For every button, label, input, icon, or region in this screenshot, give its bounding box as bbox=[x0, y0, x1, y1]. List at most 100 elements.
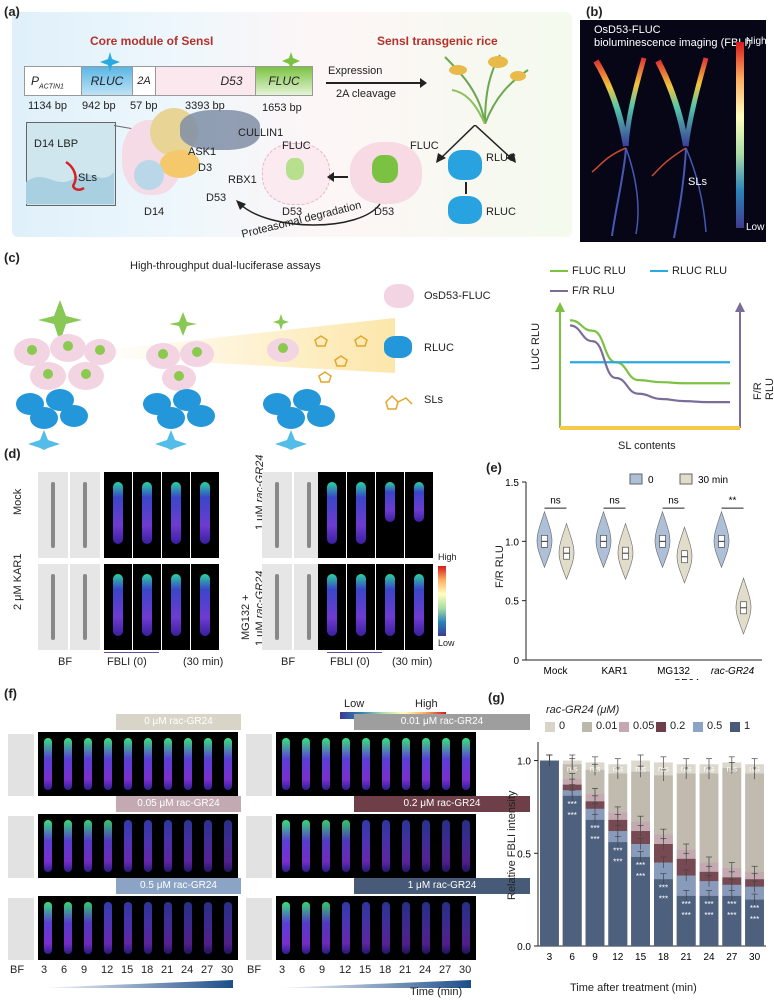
2a-segment: 2A bbox=[133, 67, 156, 95]
seedling-image bbox=[262, 564, 292, 650]
ns-label: n.s bbox=[658, 765, 669, 774]
fluc-segment: FLUC bbox=[255, 66, 313, 96]
seedling-signal bbox=[142, 574, 152, 636]
ns-label: n.s bbox=[567, 765, 578, 774]
ns-label: n.s bbox=[612, 765, 623, 774]
size-label: 3393 bp bbox=[185, 100, 225, 112]
fbli-title-line1: OsD53-FLUC bbox=[594, 24, 661, 36]
y-tick-label: 0 bbox=[513, 656, 519, 667]
cleavage-label: 2A cleavage bbox=[336, 88, 396, 100]
time-tick-label: 27 bbox=[201, 964, 214, 976]
time-tick-label: 6 bbox=[61, 964, 68, 976]
time-tick-label: 24 bbox=[419, 964, 432, 976]
condition-title: 0.2 μM rac-GR24 bbox=[354, 796, 530, 812]
color-scale-bar bbox=[736, 42, 744, 228]
seedling-signal bbox=[224, 902, 232, 954]
seedling-signal bbox=[322, 820, 330, 872]
seedling-signal bbox=[113, 482, 123, 544]
seedling-signal bbox=[64, 902, 72, 954]
glow-star-icon bbox=[100, 52, 120, 72]
panel-label-c: (c) bbox=[4, 250, 20, 265]
seedling-signal bbox=[422, 902, 430, 954]
seedling-signal bbox=[402, 820, 410, 872]
time-tick-label: 6 bbox=[299, 964, 306, 976]
legend-sls: SLs bbox=[424, 394, 443, 406]
legend-swatch bbox=[679, 473, 693, 485]
time-tick-label: 3 bbox=[279, 964, 286, 976]
seedling-signal bbox=[382, 820, 390, 872]
time-tick-label: 21 bbox=[161, 964, 174, 976]
seedling-signal bbox=[104, 902, 112, 954]
seedling-image bbox=[38, 472, 68, 558]
significance-stars: *** bbox=[568, 811, 577, 820]
c-ylabel-right: F/R RLU bbox=[752, 377, 774, 400]
fbli-title-line2: bioluminescence imaging (FBLI) bbox=[594, 37, 752, 49]
condition-title: 0.01 μM rac-GR24 bbox=[354, 714, 530, 730]
seedling-image bbox=[376, 472, 404, 558]
y-tick-label: 1.0 bbox=[505, 537, 519, 548]
legend-label-3: 0.2 bbox=[670, 720, 686, 732]
c-xlabel: SL contents bbox=[618, 440, 676, 452]
f-xlabel: Time (min) bbox=[410, 986, 463, 998]
rluc-segment: RLUC bbox=[82, 67, 133, 95]
d14-protein-blob bbox=[134, 160, 164, 190]
y-tick-label: 0.5 bbox=[505, 597, 519, 608]
legend-label: 0 bbox=[648, 475, 654, 486]
mg132-label-line1: MG132 + bbox=[240, 594, 252, 640]
time-tick-label: 15 bbox=[121, 964, 134, 976]
size-label: 1653 bp bbox=[262, 102, 302, 114]
time-tick-label: 12 bbox=[339, 964, 352, 976]
ask1-label: ASK1 bbox=[188, 146, 217, 158]
seedling-signal bbox=[84, 820, 92, 872]
seedling-signal bbox=[144, 820, 152, 872]
seedling-signal bbox=[113, 574, 123, 636]
bar-1 bbox=[745, 899, 764, 946]
significance-label: ns bbox=[668, 495, 679, 506]
seedling-image bbox=[38, 564, 68, 650]
significance-label: ** bbox=[729, 495, 737, 506]
seedling-signal bbox=[342, 820, 350, 872]
f-high-label: High bbox=[415, 698, 438, 710]
ns-label: n.s bbox=[749, 765, 760, 774]
bf-image bbox=[8, 816, 34, 878]
expression-label: Expression bbox=[328, 65, 383, 77]
scale-high-label: High bbox=[746, 36, 767, 47]
x-tick-label: 3 bbox=[547, 952, 553, 963]
significance-label: ns bbox=[550, 495, 561, 506]
seedling-signal bbox=[184, 738, 192, 790]
d-high-label: High bbox=[438, 552, 457, 562]
seedling-signal bbox=[171, 482, 181, 544]
fluc-label: FLUC bbox=[410, 140, 439, 152]
y-tick-label: 0.0 bbox=[517, 942, 531, 953]
well-1 bbox=[8, 300, 118, 455]
seedling-image bbox=[104, 564, 132, 650]
significance-stars: *** bbox=[590, 835, 599, 844]
x-tick-label: 24 bbox=[703, 952, 715, 963]
x-tick-label: 30 bbox=[749, 952, 761, 963]
legend-swatch-rluc bbox=[650, 270, 668, 272]
osd53-fluc-icon bbox=[384, 284, 414, 308]
condition-title: 0.05 μM rac-GR24 bbox=[116, 796, 241, 812]
time-tick-label: 18 bbox=[379, 964, 392, 976]
seedling-image bbox=[162, 472, 190, 558]
seedling-signal bbox=[124, 902, 132, 954]
seedling-signal bbox=[322, 902, 330, 954]
legend-swatch-1 bbox=[582, 722, 592, 732]
seedling-signal bbox=[362, 902, 370, 954]
rluc-label: RLUC bbox=[486, 152, 516, 164]
bar-1 bbox=[676, 895, 696, 946]
seedling-signal bbox=[356, 574, 366, 636]
e-ylabel: F/R RLU bbox=[494, 545, 506, 588]
seedling-signal bbox=[362, 820, 370, 872]
seedling-signal bbox=[282, 820, 290, 872]
seedling-signal bbox=[204, 820, 212, 872]
seedling-signal bbox=[327, 482, 337, 544]
seedling-signal bbox=[442, 820, 450, 872]
sl-molecule-icon bbox=[385, 394, 413, 410]
core-module-title: Core module of SensI bbox=[90, 34, 214, 48]
legend-label-0: 0 bbox=[559, 720, 566, 732]
legend-fluc: FLUC RLU bbox=[572, 265, 626, 277]
significance-stars: *** bbox=[636, 872, 645, 881]
seedling-image bbox=[347, 472, 375, 558]
seedling-signal bbox=[124, 820, 132, 872]
